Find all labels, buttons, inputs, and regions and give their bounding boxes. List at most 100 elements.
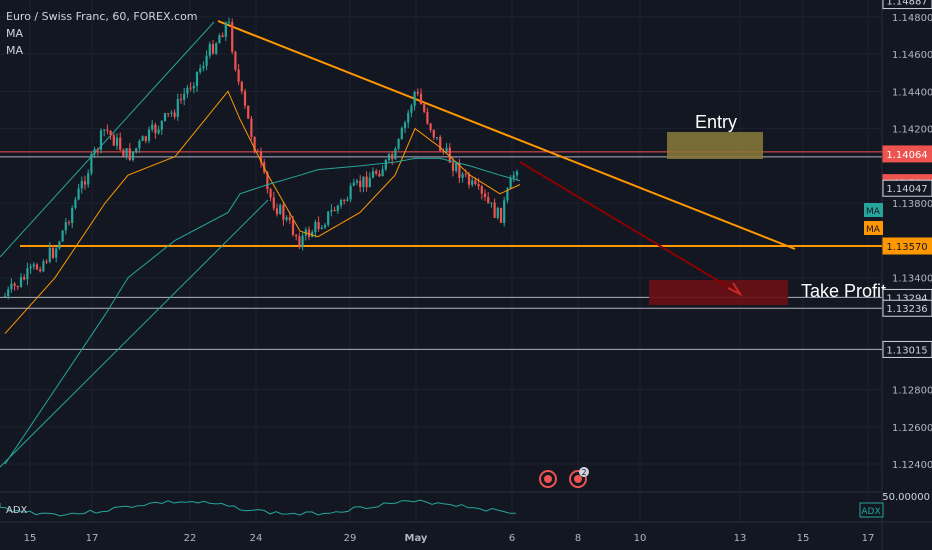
price-marker-label[interactable]: 1.13294	[886, 293, 927, 304]
take-profit-zone[interactable]	[649, 280, 788, 305]
ma-fast-line	[4, 90, 521, 334]
candle-body	[77, 188, 80, 200]
candle-body	[157, 129, 160, 134]
price-marker-box[interactable]	[882, 299, 932, 317]
time-tick-label: May	[405, 533, 428, 544]
candle-body	[61, 230, 64, 242]
candle-body	[320, 227, 323, 229]
events[interactable]: 2	[539, 467, 589, 488]
candle-body	[375, 171, 378, 174]
price-tick-label: 1.14400	[892, 87, 932, 98]
candle-body	[163, 113, 167, 121]
price-marker-label[interactable]: 1.13570	[886, 242, 927, 253]
adx-legend[interactable]: ADX	[6, 505, 28, 516]
candle-body	[429, 123, 432, 130]
symbol-title[interactable]: Euro / Swiss Franc, 60, FOREX.com	[6, 10, 198, 23]
candle-body	[301, 235, 304, 247]
candle-body	[32, 264, 35, 267]
channel-line-upper	[0, 21, 215, 258]
ma-slow-legend[interactable]: MA	[6, 44, 24, 57]
candle-body	[330, 209, 333, 212]
candle-body	[416, 92, 419, 94]
price-marker-label[interactable]: 1.13015	[886, 345, 927, 356]
price-marker-box[interactable]	[882, 179, 932, 197]
adx-line	[0, 499, 517, 517]
candle-body	[333, 209, 336, 212]
price-tick-label: 1.14800	[892, 13, 932, 24]
candle-body	[138, 140, 141, 149]
candle-body	[410, 105, 413, 113]
candle-body	[224, 22, 227, 37]
candle-body	[96, 149, 99, 151]
candle-body	[147, 129, 151, 141]
trend-channel	[0, 20, 882, 468]
candle-body	[445, 147, 448, 152]
candle-body	[74, 199, 77, 208]
candle-body	[45, 261, 48, 263]
candle-body	[279, 204, 282, 215]
candle-body	[160, 120, 163, 130]
candle-body	[515, 171, 519, 176]
candle-body	[13, 283, 16, 286]
candle-body	[67, 222, 71, 224]
price-axis[interactable]: 1.14800 1.14600 1.14400 1.14200 1.13800 1.134…	[864, 0, 932, 471]
candle-body	[221, 35, 224, 37]
entry-zone[interactable]	[667, 132, 763, 159]
price-marker-label[interactable]: 1.14887	[886, 0, 927, 8]
time-axis[interactable]: 15 17 22 24 29 May 6 8 10 13 15 17	[24, 533, 875, 544]
ma-badge-label[interactable]: MA	[866, 225, 881, 235]
price-marker-box[interactable]	[882, 145, 932, 163]
candle-body	[298, 236, 301, 247]
candle-body	[291, 220, 295, 235]
event-marker-dot	[544, 475, 552, 483]
candle-body	[407, 112, 410, 123]
ma-fast-legend[interactable]: MA	[6, 27, 24, 40]
candle-body	[80, 181, 83, 189]
candle-body	[51, 247, 55, 258]
candle-body	[231, 22, 234, 52]
adx-badge-box[interactable]	[859, 502, 884, 518]
price-marker-box[interactable]	[882, 0, 932, 10]
candle-body	[170, 112, 173, 114]
price-tick-label: 1.12400	[892, 460, 932, 471]
candle-body	[349, 185, 352, 200]
channel-line-lower	[0, 199, 269, 468]
candle-body	[218, 35, 221, 44]
candle-body	[26, 268, 29, 280]
candle-body	[282, 204, 285, 220]
price-marker-box[interactable]	[882, 237, 932, 255]
price-marker-label[interactable]: 1.14047	[886, 184, 927, 195]
candle-body	[483, 193, 487, 198]
candle-body	[451, 162, 455, 171]
candle-body	[234, 51, 237, 70]
candle-body	[112, 134, 115, 146]
candle-body	[83, 181, 87, 185]
price-tick-label: 1.12600	[892, 423, 932, 434]
candle-body	[16, 285, 19, 287]
price-marker-box[interactable]	[882, 340, 932, 358]
ma-badge-label[interactable]: MA	[866, 207, 881, 217]
time-tick-label: 22	[184, 533, 197, 544]
adx-badge[interactable]: ADX	[861, 507, 880, 517]
ma-badge-box[interactable]	[864, 203, 883, 217]
price-marker-label[interactable]: 1.14064	[886, 150, 927, 161]
candle-body	[115, 137, 119, 146]
drawings[interactable]: Entry Take Profit	[519, 112, 886, 305]
candle-body	[400, 128, 403, 140]
projection-arrow[interactable]	[519, 161, 738, 293]
candle-body	[87, 173, 90, 185]
candle-body	[64, 222, 67, 231]
candle-body	[151, 124, 154, 130]
time-tick-label: 6	[509, 533, 515, 544]
candle-body	[346, 199, 349, 202]
candle-body	[288, 217, 291, 221]
candle-body	[499, 207, 503, 223]
price-marker-label[interactable]: 1.13236	[886, 304, 927, 315]
legend: Euro / Swiss Franc, 60, FOREX.com MA MA	[6, 8, 198, 59]
candle-body	[35, 264, 39, 270]
candle-body	[256, 151, 259, 153]
ma-badge-box[interactable]	[864, 221, 883, 235]
